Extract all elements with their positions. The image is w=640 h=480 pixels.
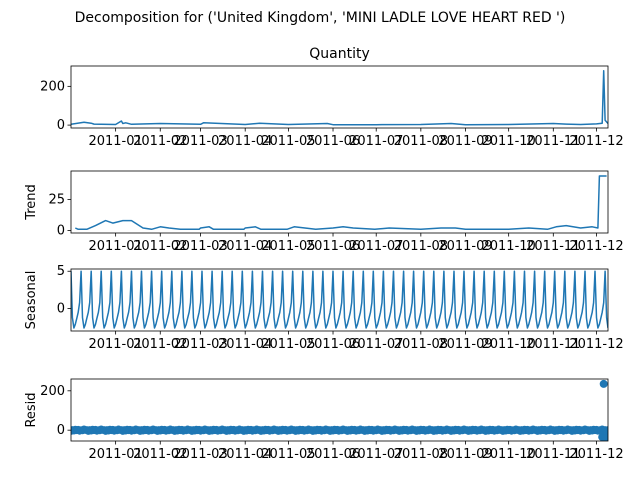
x-tick-label: 2011-11 bbox=[526, 134, 580, 149]
axes-frame bbox=[70, 378, 609, 442]
y-tick-label: 0 bbox=[57, 423, 65, 438]
x-tick-label: 2011-06 bbox=[306, 239, 360, 254]
x-tick-label: 2011-11 bbox=[526, 239, 580, 254]
subplot-2: 052011-012011-022011-032011-042011-05201… bbox=[24, 264, 624, 352]
x-tick-label: 2011-01 bbox=[88, 337, 142, 352]
x-tick-label: 2011-12 bbox=[569, 239, 623, 254]
y-axis-label: Trend bbox=[24, 184, 39, 221]
x-tick-label: 2011-10 bbox=[481, 337, 535, 352]
x-tick-label: 2011-12 bbox=[569, 337, 623, 352]
x-tick-label: 2011-02 bbox=[133, 239, 187, 254]
x-tick-label: 2011-10 bbox=[481, 134, 535, 149]
x-tick-label: 2011-07 bbox=[349, 337, 403, 352]
x-tick-label: 2011-10 bbox=[481, 239, 535, 254]
x-tick-label: 2011-08 bbox=[394, 337, 448, 352]
x-tick-label: 2011-03 bbox=[173, 337, 227, 352]
x-tick-label: 2011-01 bbox=[88, 239, 142, 254]
series-area bbox=[71, 379, 608, 441]
series-area bbox=[71, 70, 608, 126]
x-tick-label: 2011-02 bbox=[133, 337, 187, 352]
x-tick-label: 2011-06 bbox=[306, 337, 360, 352]
y-tick-label: 200 bbox=[40, 384, 65, 399]
y-axis-label: Seasonal bbox=[24, 271, 39, 330]
x-tick-label: 2011-02 bbox=[133, 447, 187, 462]
resid-outlier bbox=[602, 434, 608, 441]
x-tick-label: 2011-06 bbox=[306, 134, 360, 149]
x-tick-label: 2011-08 bbox=[394, 239, 448, 254]
x-tick-label: 2011-05 bbox=[261, 134, 315, 149]
resid-outlier bbox=[599, 379, 608, 388]
axes-frame bbox=[70, 170, 609, 234]
x-tick-label: 2011-10 bbox=[481, 447, 535, 462]
subplot-0: 02002011-012011-022011-032011-042011-052… bbox=[40, 46, 623, 149]
x-tick-label: 2011-03 bbox=[173, 134, 227, 149]
x-tick-label: 2011-09 bbox=[438, 447, 492, 462]
series-line bbox=[74, 175, 607, 231]
x-tick-label: 2011-04 bbox=[218, 134, 272, 149]
y-tick-label: 5 bbox=[57, 264, 65, 279]
y-axis-label: Resid bbox=[24, 392, 39, 427]
series-area bbox=[74, 175, 607, 231]
subplot-1: 0252011-012011-022011-032011-042011-0520… bbox=[24, 170, 624, 254]
series-line bbox=[71, 70, 608, 126]
x-tick-label: 2011-07 bbox=[349, 134, 403, 149]
x-tick-label: 2011-08 bbox=[394, 134, 448, 149]
x-tick-label: 2011-05 bbox=[261, 337, 315, 352]
x-tick-label: 2011-08 bbox=[394, 447, 448, 462]
x-tick-label: 2011-02 bbox=[133, 134, 187, 149]
y-tick-label: 200 bbox=[40, 79, 65, 94]
axes-frame bbox=[70, 65, 609, 129]
figure-suptitle: Decomposition for ('United Kingdom', 'MI… bbox=[75, 10, 566, 26]
x-tick-label: 2011-07 bbox=[349, 239, 403, 254]
subplot-3: 02002011-012011-022011-032011-042011-052… bbox=[24, 378, 624, 462]
subplot-title: Quantity bbox=[309, 46, 370, 62]
x-tick-label: 2011-04 bbox=[218, 447, 272, 462]
x-tick-label: 2011-04 bbox=[218, 337, 272, 352]
x-tick-label: 2011-12 bbox=[569, 134, 623, 149]
series-line bbox=[71, 270, 608, 329]
x-tick-label: 2011-01 bbox=[88, 134, 142, 149]
x-tick-label: 2011-04 bbox=[218, 239, 272, 254]
x-tick-label: 2011-05 bbox=[261, 239, 315, 254]
series-area bbox=[71, 270, 608, 329]
x-tick-label: 2011-01 bbox=[88, 447, 142, 462]
x-tick-label: 2011-03 bbox=[173, 239, 227, 254]
axes-frame bbox=[70, 268, 609, 332]
x-tick-label: 2011-09 bbox=[438, 134, 492, 149]
resid-point bbox=[604, 426, 608, 434]
x-tick-label: 2011-12 bbox=[569, 447, 623, 462]
y-tick-label: 0 bbox=[57, 224, 65, 239]
x-tick-label: 2011-09 bbox=[438, 239, 492, 254]
x-tick-label: 2011-07 bbox=[349, 447, 403, 462]
x-tick-label: 2011-09 bbox=[438, 337, 492, 352]
x-tick-label: 2011-03 bbox=[173, 447, 227, 462]
x-tick-label: 2011-05 bbox=[261, 447, 315, 462]
y-tick-label: 25 bbox=[48, 193, 65, 208]
x-tick-label: 2011-11 bbox=[526, 447, 580, 462]
x-tick-label: 2011-11 bbox=[526, 337, 580, 352]
y-tick-label: 0 bbox=[57, 118, 65, 133]
x-tick-label: 2011-06 bbox=[306, 447, 360, 462]
subplot-panels: 02002011-012011-022011-032011-042011-052… bbox=[24, 46, 624, 462]
y-tick-label: 0 bbox=[57, 302, 65, 317]
